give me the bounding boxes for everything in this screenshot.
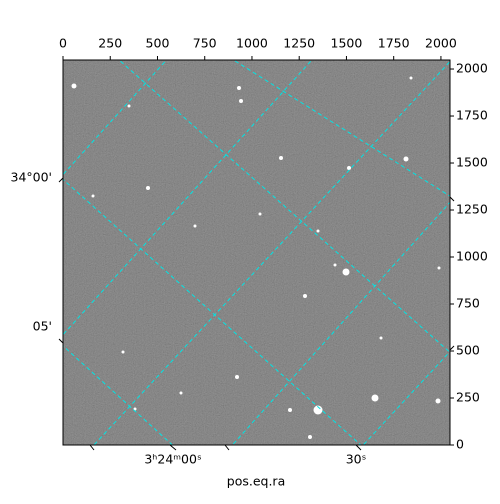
y-tick-label: 1250 <box>456 202 488 217</box>
sky-image <box>62 59 451 446</box>
y-tick-label: 500 <box>456 343 480 358</box>
y-tick-label: 0 <box>456 437 464 452</box>
x-tick-label: 1750 <box>378 36 410 51</box>
ra-tick-label: 3ʰ24ᵐ00ˢ <box>144 452 201 467</box>
x-tick-label: 1000 <box>236 36 268 51</box>
y-tick-label: 2000 <box>456 61 488 76</box>
x-tick-label: 1500 <box>331 36 363 51</box>
dec-tick-label: 34°00' <box>11 170 53 185</box>
y-tick-label: 750 <box>456 296 480 311</box>
y-tick-label: 1000 <box>456 249 488 264</box>
x-tick-label: 500 <box>146 36 170 51</box>
x-tick-label: 250 <box>98 36 122 51</box>
y-tick-label: 1750 <box>456 108 488 123</box>
ra-tick-label: 30ˢ <box>346 452 367 467</box>
dec-tick-label: 05' <box>33 319 52 334</box>
x-tick-label: 1250 <box>283 36 315 51</box>
x-tick-label: 750 <box>193 36 217 51</box>
x-axis-label: pos.eq.ra <box>227 474 285 489</box>
world-tick-marks <box>58 177 455 451</box>
y-tick-label: 250 <box>456 390 480 405</box>
x-tick-label: 2000 <box>425 36 457 51</box>
y-tick-label: 1500 <box>456 155 488 170</box>
stars <box>71 76 441 439</box>
x-tick-label: 0 <box>59 36 67 51</box>
coordinate-grid <box>63 60 450 445</box>
